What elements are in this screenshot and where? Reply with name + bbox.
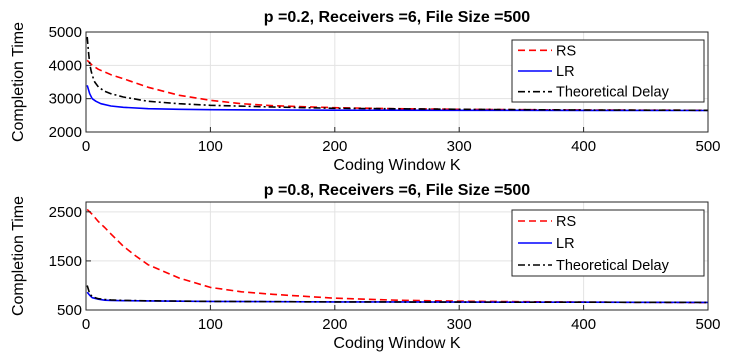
plot-frame [85, 31, 709, 133]
y-tick-label: 2000 [49, 124, 82, 141]
y-tick-label: 1500 [49, 253, 82, 270]
series-layer [86, 36, 709, 112]
series-layer [86, 208, 709, 304]
legend: RS LR Theoretical Delay [511, 209, 705, 277]
y-axis-label: Completion Time [10, 196, 27, 316]
chart-title: p =0.8, Receivers =6, File Size =500 [264, 182, 531, 199]
y-tick-label: 3000 [49, 91, 82, 108]
legend-label: RS [556, 214, 576, 230]
x-tick-label: 400 [571, 316, 596, 333]
x-tick-label: 400 [571, 138, 596, 155]
y-tick-labels: 2000 3000 4000 5000 [49, 24, 91, 141]
series-line-theoretical-delay [86, 36, 709, 112]
y-tick-label: 500 [57, 302, 82, 319]
chart-bottom: p =0.8, Receivers =6, File Size =500 0 10… [10, 182, 721, 352]
x-tick-label: 0 [82, 316, 90, 333]
series-line-theoretical-delay [86, 285, 709, 304]
x-tick-label: 300 [447, 316, 472, 333]
legend: RS LR Theoretical Delay [511, 39, 705, 103]
legend-label: LR [556, 236, 575, 252]
x-tick-label: 200 [322, 316, 347, 333]
x-tick-labels: 0 100 200 300 400 500 [82, 127, 721, 155]
legend-label: Theoretical Delay [556, 258, 670, 274]
x-tick-label: 0 [82, 138, 90, 155]
legend-label: Theoretical Delay [556, 85, 670, 101]
y-tick-label: 2500 [49, 204, 82, 221]
legend-label: LR [556, 64, 575, 80]
x-tick-label: 500 [695, 316, 720, 333]
x-tick-label: 100 [198, 138, 223, 155]
series-line-rs [86, 208, 709, 304]
series-line-lr [86, 85, 709, 112]
x-tick-label: 500 [695, 138, 720, 155]
y-tick-label: 5000 [49, 24, 82, 41]
y-axis-label: Completion Time [10, 22, 27, 142]
chart-top: p =0.2, Receivers =6, File Size =500 0 10… [10, 9, 721, 174]
x-tick-label: 200 [322, 138, 347, 155]
legend-label: RS [556, 43, 576, 59]
y-tick-label: 4000 [49, 57, 82, 74]
chart-title: p =0.2, Receivers =6, File Size =500 [264, 9, 531, 26]
x-axis-label: Coding Window K [333, 157, 461, 174]
y-tick-labels: 500 1500 2500 [49, 204, 91, 319]
x-tick-label: 100 [198, 316, 223, 333]
plot-frame [85, 201, 709, 311]
x-tick-label: 300 [447, 138, 472, 155]
x-axis-label: Coding Window K [333, 335, 461, 352]
x-tick-labels: 0 100 200 300 400 500 [82, 305, 721, 333]
